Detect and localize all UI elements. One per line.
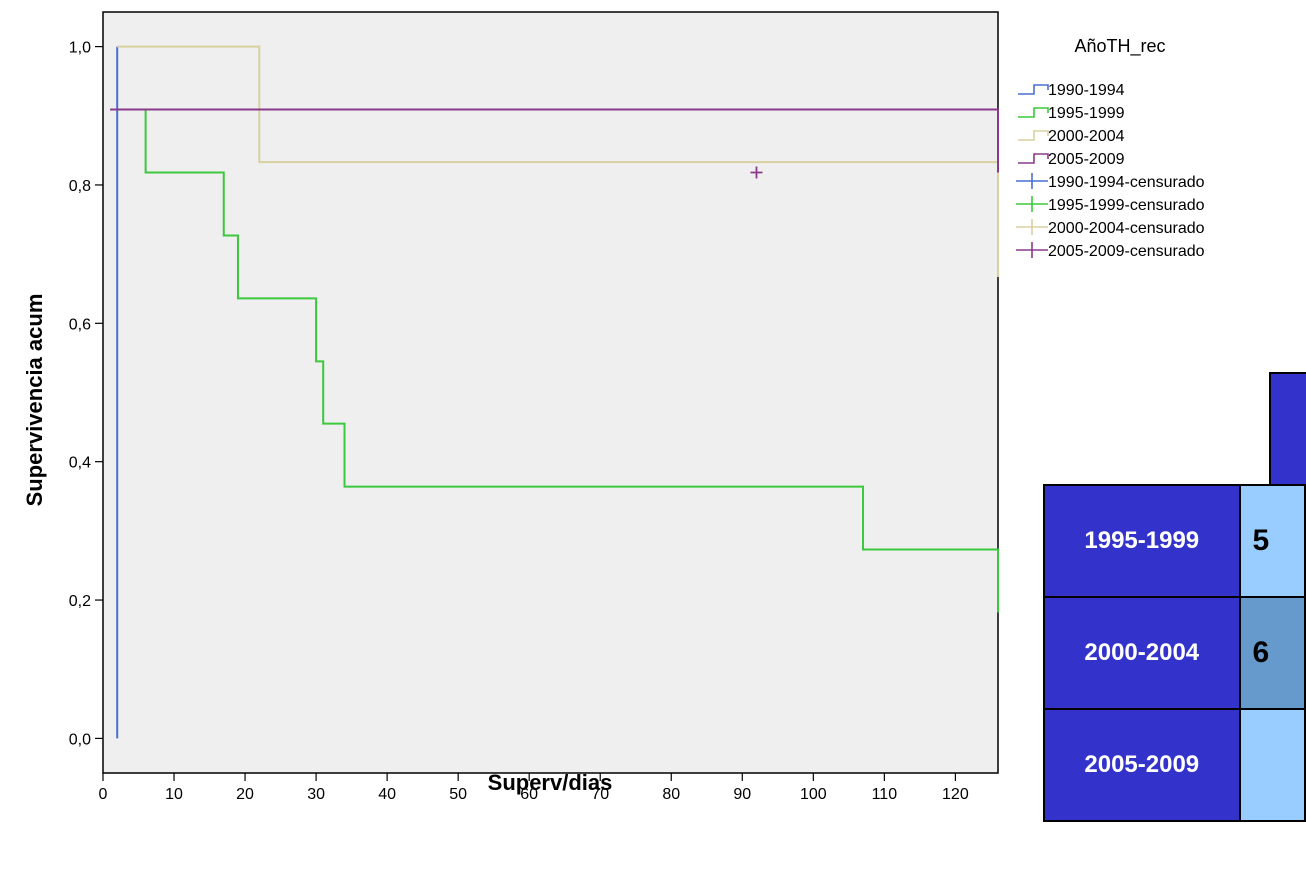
x-tick-label: 20	[236, 786, 254, 803]
legend-label: 2005-2009	[1048, 151, 1125, 168]
series-line-2000-2004	[117, 45, 999, 277]
x-tick-label: 0	[99, 786, 108, 803]
x-tick-label: 90	[733, 786, 751, 803]
legend-label: 2000-2004-censurado	[1048, 220, 1205, 237]
censor-mark	[750, 166, 763, 179]
table-row: 2000-2004 6	[1043, 596, 1306, 710]
legend-swatch-step	[1018, 107, 1049, 118]
row-label: 2005-2009	[1043, 708, 1241, 822]
table-row: 1995-1999 5	[1043, 484, 1306, 598]
row-value: 5	[1238, 484, 1306, 598]
legend: 1990-1994 1995-1999 2000-2004 2005-2009 1990…	[1016, 82, 1205, 260]
row-label: 1995-1999	[1043, 484, 1241, 598]
plot-background	[102, 11, 999, 774]
table-row: 2005-2009	[1043, 708, 1306, 822]
legend-label: 1990-1994	[1048, 82, 1125, 99]
row-label: 2000-2004	[1043, 596, 1241, 710]
y-tick-label: 0,4	[69, 455, 91, 472]
x-axis-title: Superv/dias	[488, 770, 613, 795]
x-tick-label: 100	[800, 786, 827, 803]
x-tick-label: 110	[872, 786, 898, 803]
row-value: 6	[1238, 596, 1306, 710]
x-tick-label: 80	[662, 786, 680, 803]
x-tick-label: 70	[591, 786, 609, 803]
y-tick-label: 0,8	[69, 178, 91, 195]
legend-label: 1995-1999-censurado	[1048, 197, 1205, 214]
survival-table: 1995-1999 5 2000-2004 6 2005-2009	[1043, 484, 1306, 822]
series-line-1995-1999	[124, 108, 999, 613]
legend-swatch-cross	[1016, 219, 1048, 235]
y-tick-label: 0,2	[69, 593, 91, 610]
y-tick-label: 0,6	[69, 316, 91, 333]
series-layer	[110, 45, 999, 739]
y-tick-label: 0,0	[69, 731, 91, 748]
plot-area	[102, 11, 999, 774]
legend-title: AñoTH_rec	[1074, 36, 1165, 57]
legend-swatch-cross	[1016, 242, 1048, 258]
legend-label: 2000-2004	[1048, 128, 1125, 145]
x-tick-label: 40	[378, 786, 396, 803]
legend-swatch-cross	[1016, 196, 1048, 212]
legend-swatch-step	[1018, 84, 1049, 95]
series-line-2005-2009	[110, 108, 999, 173]
y-tick-label: 1,0	[69, 40, 91, 57]
x-tick-label: 10	[165, 786, 183, 803]
x-tick-label: 120	[942, 786, 969, 803]
legend-label: 1990-1994-censurado	[1048, 174, 1205, 191]
row-value	[1238, 708, 1306, 822]
legend-label: 2005-2009-censurado	[1048, 243, 1205, 260]
legend-swatch-step	[1018, 153, 1049, 164]
y-axis-title: Supervivencia acum	[22, 294, 47, 507]
legend-swatch-step	[1018, 130, 1049, 141]
table-header-cell	[1269, 372, 1306, 484]
legend-label: 1995-1999	[1048, 105, 1125, 122]
y-axis: 0,0 0,2 0,4 0,6 0,8 1,0	[69, 40, 103, 748]
x-tick-label: 30	[307, 786, 325, 803]
x-tick-label: 60	[520, 786, 538, 803]
x-axis: 0 10 20 30 40 50 60 70 80 90 100 110 120	[99, 773, 969, 803]
legend-swatch-cross	[1016, 173, 1048, 189]
x-tick-label: 50	[449, 786, 467, 803]
